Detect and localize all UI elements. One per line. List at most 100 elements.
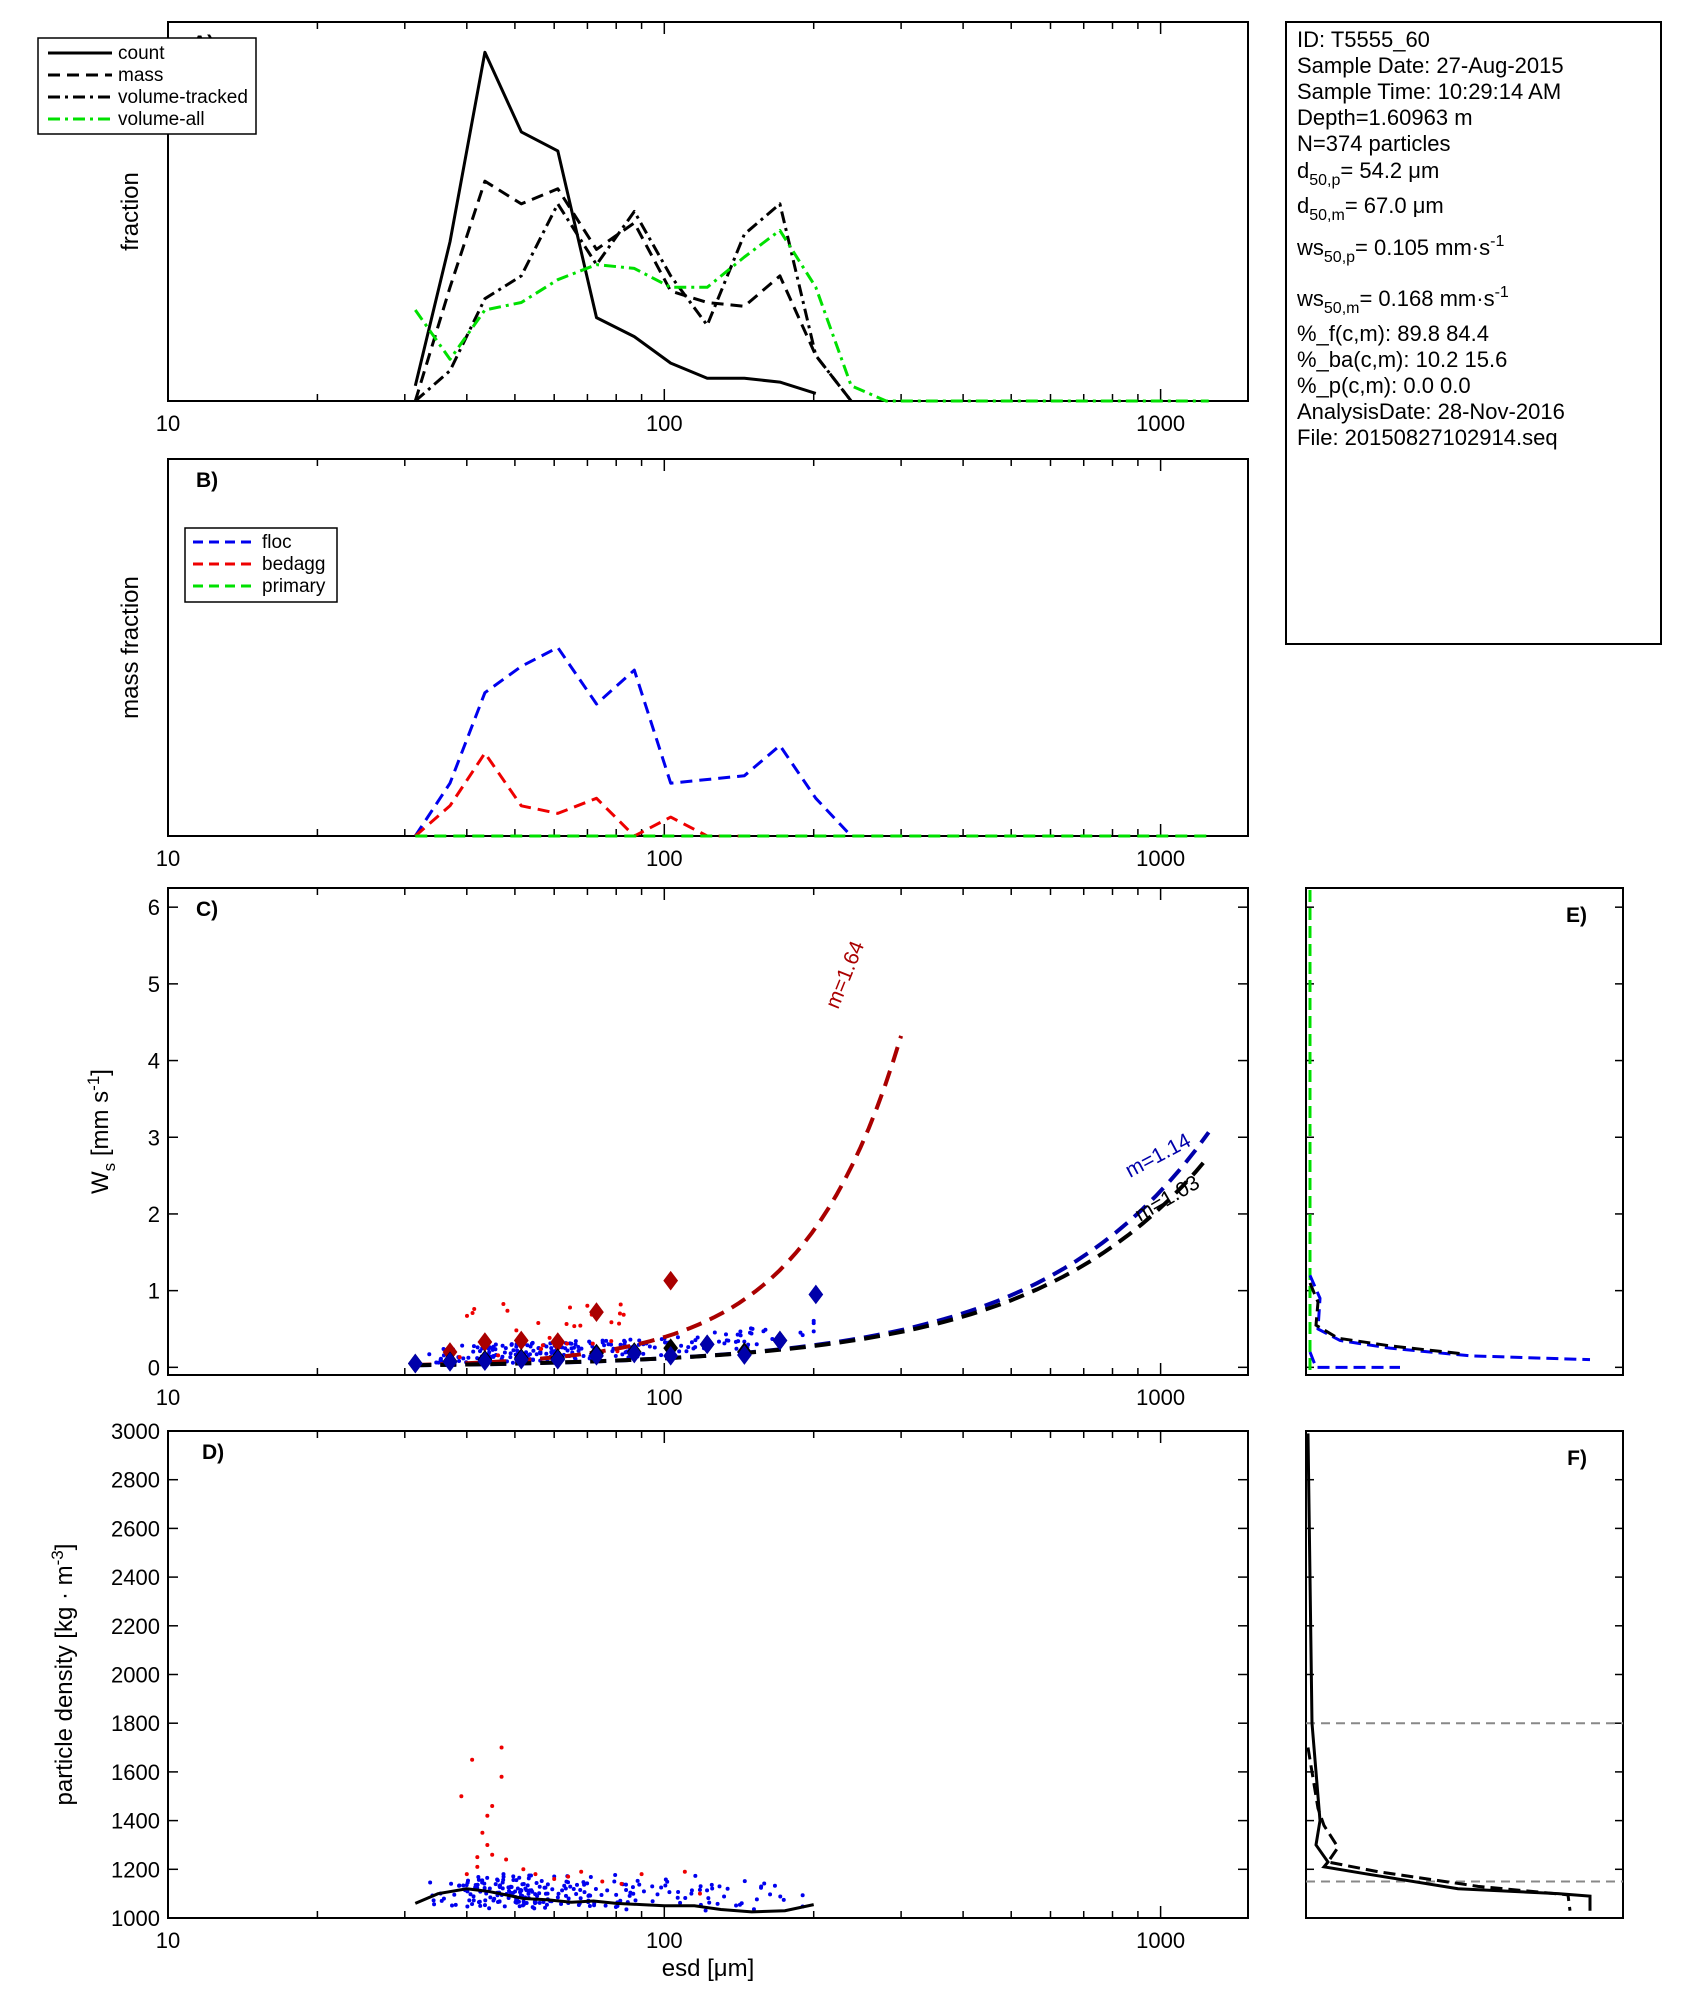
floc-point xyxy=(460,1343,465,1348)
density-point-floc xyxy=(571,1887,576,1892)
floc-point xyxy=(675,1335,680,1340)
density-point-floc xyxy=(545,1891,550,1896)
bedagg-point xyxy=(609,1320,614,1325)
series-volume-tracked xyxy=(414,202,853,403)
floc-point xyxy=(493,1347,498,1352)
density-point-floc xyxy=(537,1884,542,1889)
density-point-floc xyxy=(502,1904,507,1909)
legend-entry: mass xyxy=(118,65,163,86)
density-point-bedagg xyxy=(459,1794,464,1799)
density-point-floc xyxy=(581,1880,586,1885)
y-tick-label: 5 xyxy=(148,972,160,997)
bedagg-point xyxy=(609,1339,614,1344)
panel-b: 10 100 1000 B) mass fraction flocbedaggprimar… xyxy=(117,458,1249,871)
density-point-floc xyxy=(513,1889,518,1894)
bin-mean-marker xyxy=(550,1349,566,1370)
fit-curve xyxy=(415,1155,1211,1368)
panel-label: D) xyxy=(202,1441,224,1464)
bin-mean-marker xyxy=(663,1270,679,1291)
density-point-floc xyxy=(663,1883,668,1888)
density-point-floc xyxy=(468,1892,473,1897)
panel-label: E) xyxy=(1566,904,1587,927)
y-tick-label: 6 xyxy=(148,895,160,920)
floc-point xyxy=(587,1339,592,1344)
floc-point xyxy=(695,1335,700,1340)
density-point-floc xyxy=(511,1874,516,1879)
floc-point xyxy=(500,1354,505,1359)
density-point-floc xyxy=(520,1903,525,1908)
floc-point xyxy=(659,1353,664,1358)
y-tick-label: 0 xyxy=(148,1355,160,1380)
floc-point xyxy=(509,1342,514,1347)
density-point-bedagg xyxy=(490,1803,495,1808)
bedagg-point xyxy=(565,1341,570,1346)
series-mass xyxy=(413,179,853,402)
panel-e: E) xyxy=(1305,887,1624,1376)
density-point-floc xyxy=(518,1887,523,1892)
floc-point xyxy=(549,1346,554,1351)
density-point-floc xyxy=(491,1898,496,1903)
info-d50m: d50,m= 67.0 μm xyxy=(1297,193,1444,224)
density-point-floc xyxy=(568,1884,573,1889)
bin-mean-marker xyxy=(737,1345,752,1365)
density-point-floc xyxy=(659,1885,664,1890)
bedagg-point xyxy=(496,1353,501,1358)
floc-point xyxy=(434,1360,439,1365)
bin-mean-marker xyxy=(663,1345,679,1366)
bedagg-point xyxy=(470,1310,475,1315)
floc-point xyxy=(641,1351,646,1356)
bedagg-point xyxy=(540,1343,545,1348)
density-point-floc xyxy=(563,1893,568,1898)
density-point-floc xyxy=(550,1887,555,1892)
floc-point xyxy=(471,1349,476,1354)
density-point-floc xyxy=(495,1877,500,1882)
x-tick-label: 1000 xyxy=(1136,1928,1185,1953)
floc-point xyxy=(613,1353,618,1358)
y-axis-title: mass fraction xyxy=(117,576,144,719)
bedagg-point xyxy=(457,1355,462,1360)
floc-point xyxy=(471,1344,476,1349)
density-point-floc xyxy=(559,1901,564,1906)
floc-point xyxy=(461,1356,466,1361)
density-point-bedagg xyxy=(470,1757,475,1762)
density-point-floc xyxy=(678,1900,683,1905)
density-point-floc xyxy=(633,1898,638,1903)
density-point-floc xyxy=(533,1901,538,1906)
density-point-bedagg xyxy=(579,1869,584,1874)
density-point-floc xyxy=(511,1877,516,1882)
density-point-floc xyxy=(517,1875,522,1880)
density-point-floc xyxy=(560,1888,565,1893)
floc-point xyxy=(724,1338,729,1343)
y-tick-label: 2600 xyxy=(111,1516,160,1541)
x-axis-title: esd [μm] xyxy=(662,1955,755,1982)
density-point-floc xyxy=(471,1898,476,1903)
density-point-floc xyxy=(441,1896,446,1901)
y-tick-label: 2800 xyxy=(111,1468,160,1493)
density-point-bedagg xyxy=(485,1842,490,1847)
x-tick-label: 100 xyxy=(646,1928,683,1953)
density-point-floc xyxy=(663,1877,668,1882)
density-point-floc xyxy=(635,1878,640,1883)
panel-a: 101001000A)fractioncountmassvolume-track… xyxy=(37,21,1249,436)
density-point-floc xyxy=(521,1899,526,1904)
density-point-floc xyxy=(465,1904,470,1909)
density-point-floc xyxy=(676,1889,681,1894)
y-tick-label: 3 xyxy=(148,1125,160,1150)
density-point-floc xyxy=(544,1902,549,1907)
density-point-floc xyxy=(703,1908,708,1913)
density-point-floc xyxy=(517,1904,522,1909)
floc-point xyxy=(576,1344,581,1349)
bedagg-point xyxy=(618,1302,623,1307)
density-point-floc xyxy=(612,1879,617,1884)
density-point-floc xyxy=(628,1890,633,1895)
floc-point xyxy=(742,1339,747,1344)
floc-point xyxy=(457,1358,462,1363)
panel-label: F) xyxy=(1567,1447,1587,1470)
density-point-floc xyxy=(624,1907,629,1912)
density-point-floc xyxy=(457,1883,462,1888)
density-point-bedagg xyxy=(521,1867,526,1872)
panel-label: B) xyxy=(196,469,218,492)
info-n: N=374 particles xyxy=(1297,131,1450,156)
density-point-floc xyxy=(624,1887,629,1892)
